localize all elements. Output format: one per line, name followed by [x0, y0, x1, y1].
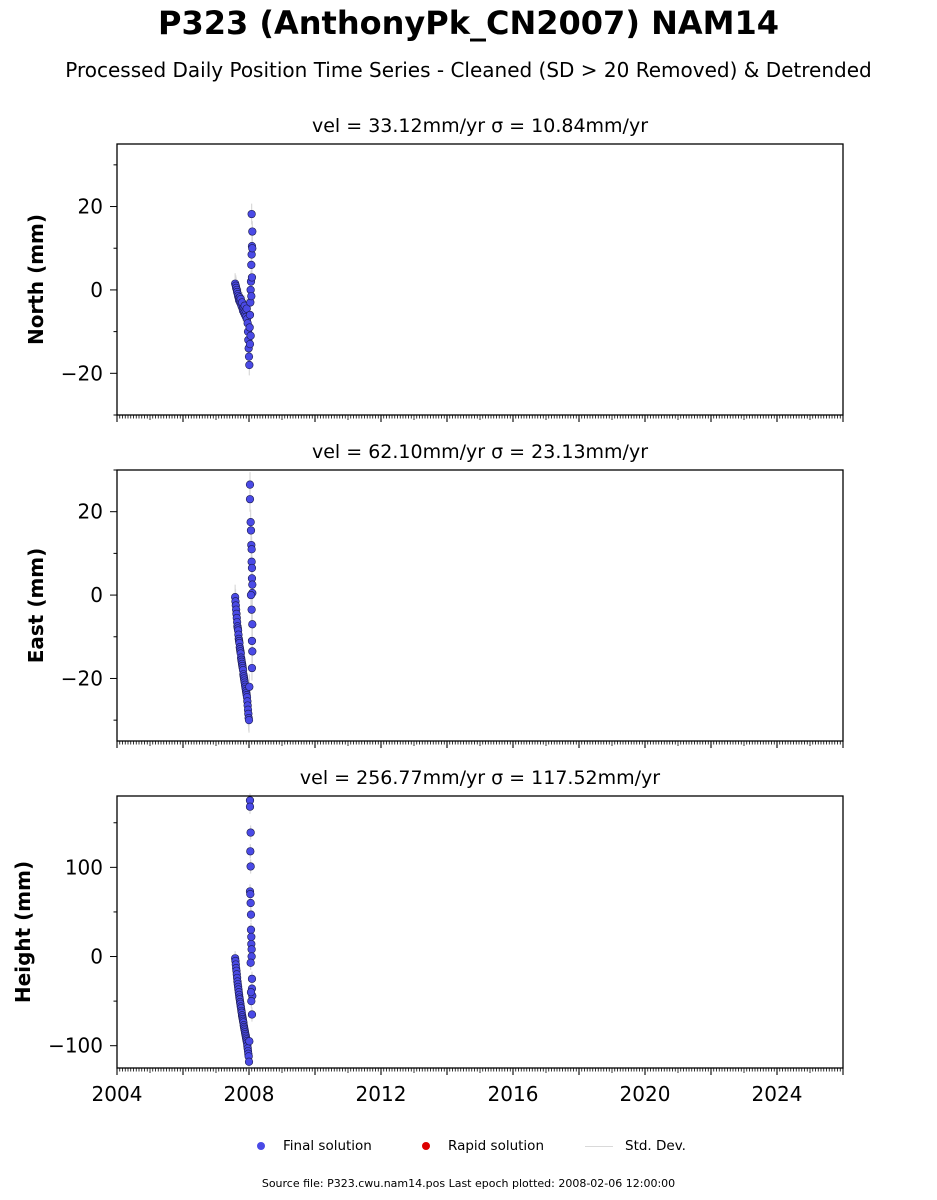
y-tick-label: 0 — [90, 583, 103, 607]
std-dev-line-icon — [585, 1145, 613, 1147]
page-subtitle: Processed Daily Position Time Series - C… — [65, 58, 872, 82]
legend-label-rapid: Rapid solution — [448, 1138, 544, 1154]
data-point — [246, 889, 255, 899]
plot-frame — [116, 469, 844, 742]
data-point — [247, 563, 257, 573]
y-axis-label: East (mm) — [24, 548, 48, 664]
legend-label-stddev: Std. Dev. — [625, 1138, 686, 1154]
chart-panel-1: vel = 33.12mm/yr σ = 10.84mm/yr North (mm… — [24, 115, 844, 422]
data-point — [246, 958, 255, 967]
data-point — [246, 898, 255, 908]
data-point — [246, 862, 255, 871]
x-tick-label: 2016 — [488, 1082, 539, 1106]
legend-item-rapid: Rapid solution — [422, 1138, 544, 1154]
legend: Final solution Rapid solution Std. Dev. — [0, 1138, 937, 1156]
panel-title: vel = 256.77mm/yr σ = 117.52mm/yr — [300, 767, 660, 789]
data-point — [245, 340, 255, 349]
x-tick-label: 2020 — [620, 1082, 671, 1106]
y-axis-label: Height (mm) — [11, 861, 35, 1003]
data-point — [247, 260, 256, 270]
source-footer: Source file: P323.cwu.nam14.pos Last epo… — [261, 1177, 676, 1190]
data-point — [247, 945, 256, 954]
panel-title: vel = 62.10mm/yr σ = 23.13mm/yr — [312, 441, 648, 463]
plot-frame — [116, 795, 844, 1069]
data-point — [245, 480, 255, 489]
data-point — [248, 244, 257, 253]
data-point — [246, 988, 256, 997]
data-point — [245, 495, 255, 504]
data-point — [248, 227, 257, 236]
x-tick-label: 2024 — [752, 1082, 803, 1106]
data-point — [248, 647, 257, 656]
data-point — [245, 310, 255, 320]
data-point — [247, 292, 256, 301]
data-point — [247, 1010, 257, 1019]
data-point — [247, 636, 257, 646]
data-point — [245, 360, 254, 370]
y-tick-label: 20 — [78, 195, 103, 219]
data-point — [246, 828, 255, 837]
data-point — [246, 910, 256, 919]
data-point — [244, 716, 254, 725]
data-point — [244, 352, 254, 361]
y-tick-label: −100 — [48, 1034, 103, 1058]
y-tick-label: 0 — [90, 278, 103, 302]
data-point — [246, 925, 256, 934]
chart-panel-2: vel = 62.10mm/yr σ = 23.13mm/yr East (mm)… — [24, 441, 844, 748]
data-point — [248, 580, 257, 589]
data-point — [246, 526, 256, 535]
data-point — [246, 847, 255, 856]
data-point — [248, 620, 257, 629]
legend-item-stddev: Std. Dev. — [585, 1138, 686, 1154]
x-tick-label: 2004 — [92, 1082, 143, 1106]
rapid-solution-marker-icon — [422, 1142, 430, 1150]
data-point — [247, 273, 257, 282]
data-point — [246, 590, 256, 600]
data-point — [247, 545, 256, 554]
data-point — [247, 605, 256, 614]
chart-panel-3: vel = 256.77mm/yr σ = 117.52mm/yr Height … — [11, 767, 844, 1106]
legend-item-final: Final solution — [257, 1138, 372, 1154]
data-point — [242, 304, 251, 313]
x-tick-label: 2012 — [356, 1082, 407, 1106]
y-tick-label: −20 — [61, 361, 103, 385]
final-solution-marker-icon — [257, 1142, 265, 1150]
y-tick-label: 0 — [90, 945, 103, 969]
y-tick-label: −20 — [61, 666, 103, 690]
data-point — [247, 932, 256, 942]
panel-title: vel = 33.12mm/yr σ = 10.84mm/yr — [312, 115, 648, 137]
data-point — [246, 331, 255, 340]
data-point — [245, 682, 254, 691]
y-tick-label: 20 — [78, 500, 103, 524]
data-point — [247, 663, 257, 673]
x-tick-label: 2008 — [224, 1082, 275, 1106]
data-point — [246, 518, 255, 527]
data-point — [247, 209, 256, 219]
data-point — [245, 802, 255, 811]
data-point — [244, 1057, 254, 1066]
y-tick-label: 100 — [65, 855, 103, 879]
legend-label-final: Final solution — [283, 1138, 372, 1154]
plot-frame — [116, 143, 844, 416]
data-point — [245, 1037, 254, 1046]
data-point — [247, 974, 257, 983]
y-axis-label: North (mm) — [24, 214, 48, 345]
data-point — [247, 997, 256, 1006]
page-title: P323 (AnthonyPk_CN2007) NAM14 — [157, 4, 779, 42]
data-point — [245, 323, 254, 332]
